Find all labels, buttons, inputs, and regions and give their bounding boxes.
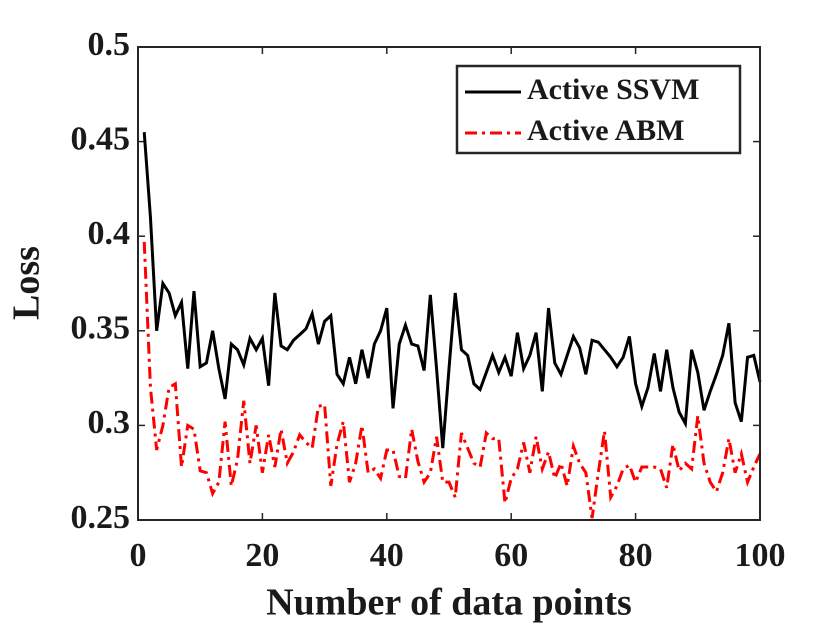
series-line: [142, 241, 762, 519]
series-line: [142, 132, 762, 449]
y-tick-label: 0.25: [71, 499, 131, 536]
x-tick-label: 20: [245, 537, 279, 574]
x-axis-label: Number of data points: [266, 582, 632, 624]
y-tick-label: 0.4: [88, 215, 131, 252]
axes-box: [137, 46, 761, 521]
y-tick-label: 0.35: [71, 310, 131, 347]
y-tick-label: 0.3: [88, 404, 131, 441]
x-tick-label: 100: [735, 537, 786, 574]
x-tick-label: 80: [619, 537, 653, 574]
x-tick-label: 0: [130, 537, 147, 574]
y-tick-label: 0.5: [88, 26, 131, 63]
legend-label: Active SSVM: [527, 73, 699, 106]
legend-label: Active ABM: [527, 114, 684, 147]
y-tick-label: 0.45: [71, 120, 131, 157]
legend-box: [455, 64, 742, 155]
x-tick-label: 60: [494, 537, 528, 574]
y-axis-label: Loss: [6, 246, 48, 320]
x-tick-label: 40: [370, 537, 404, 574]
